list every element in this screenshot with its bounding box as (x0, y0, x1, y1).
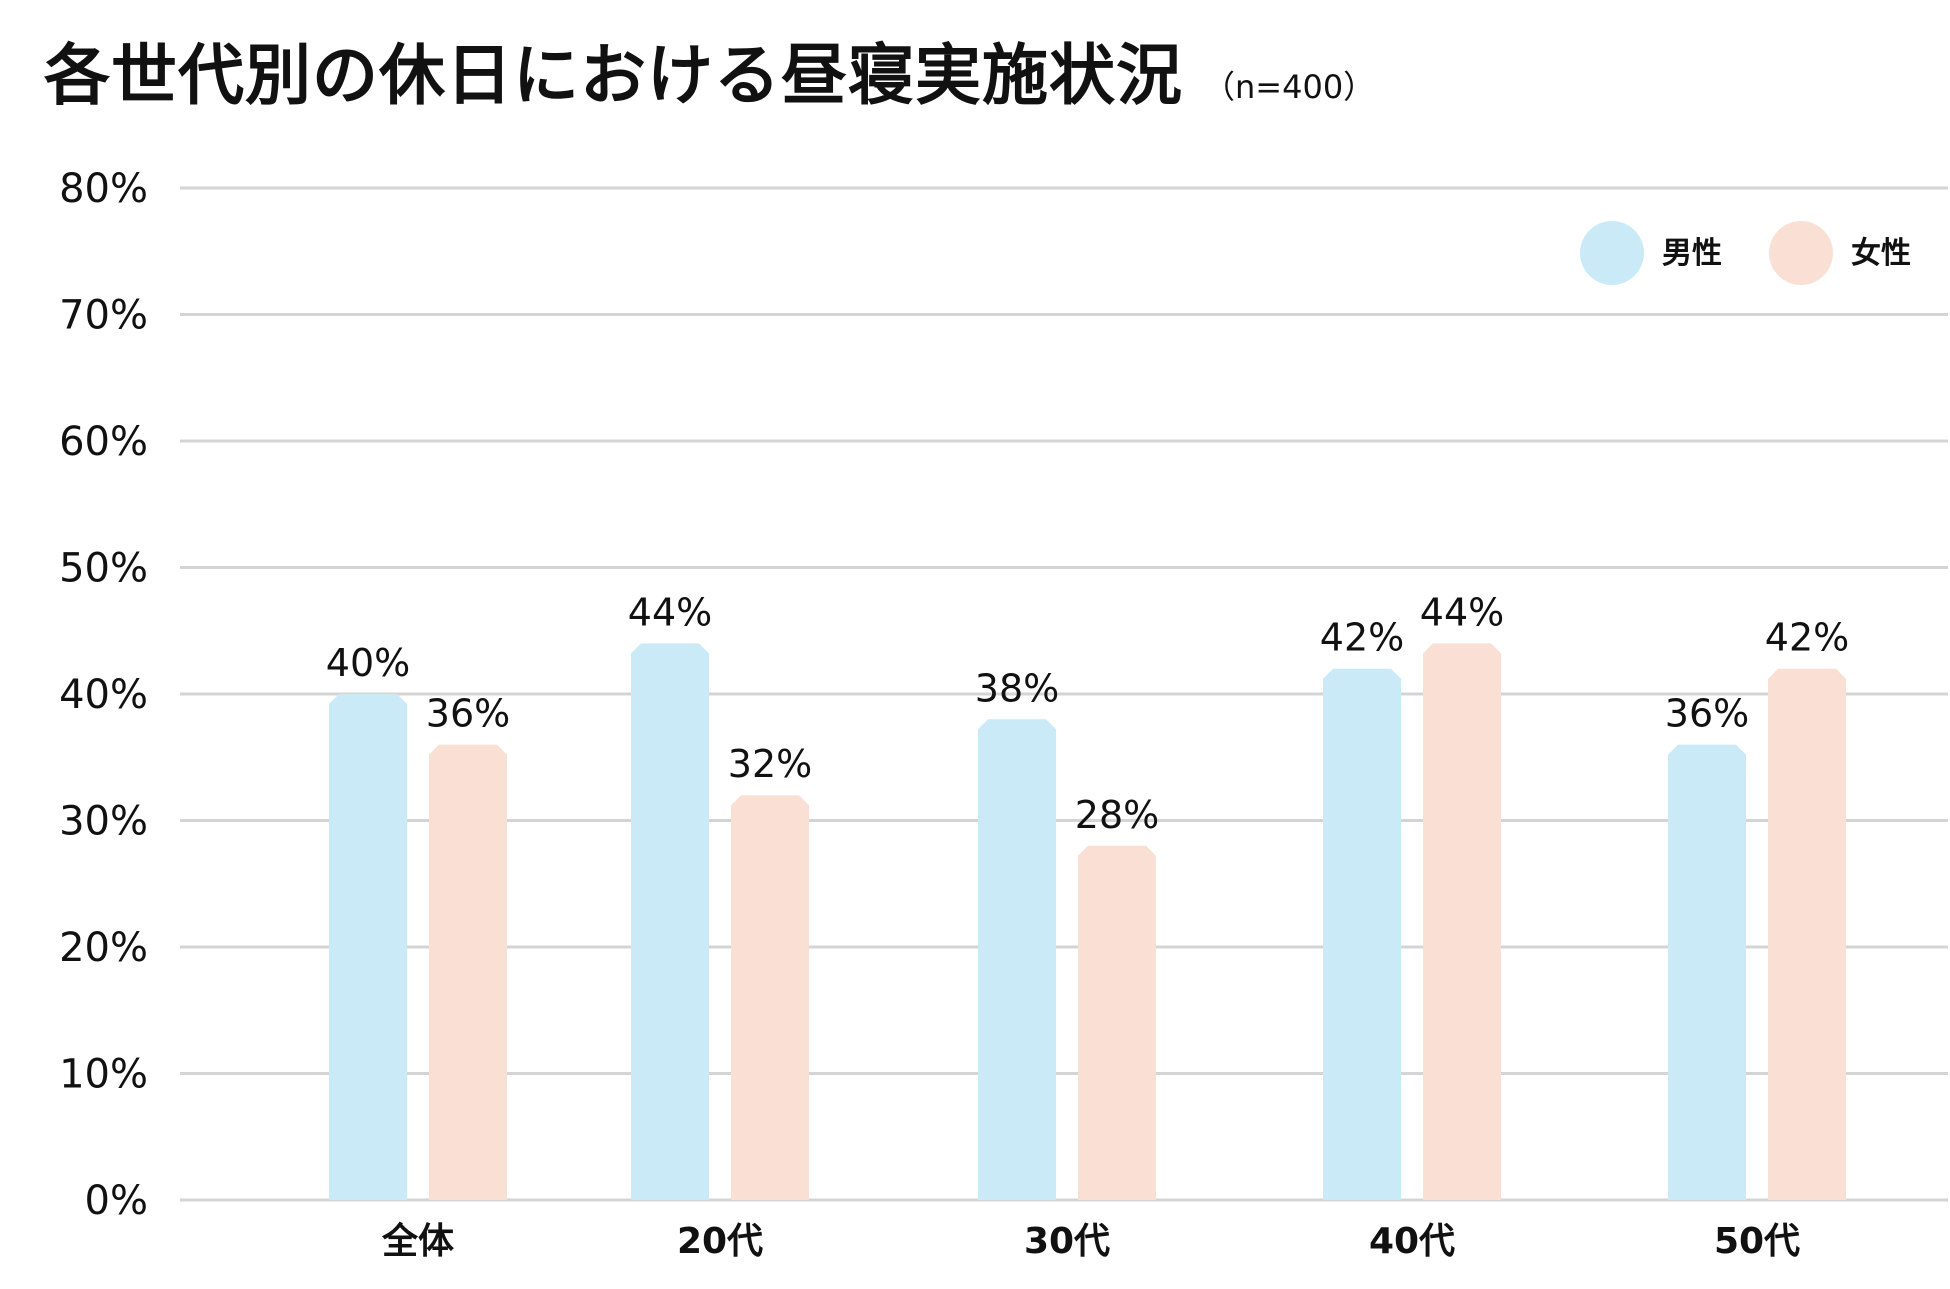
y-tick-label: 60% (59, 419, 148, 465)
x-category-label: 50代 (1714, 1221, 1800, 1262)
y-tick-label: 10% (59, 1052, 148, 1098)
y-tick-label: 30% (59, 799, 148, 845)
gridlines (180, 186, 1948, 1202)
data-label: 42% (1320, 616, 1404, 660)
x-category-label: 20代 (677, 1221, 763, 1262)
y-tick-label: 20% (59, 925, 148, 971)
legend-swatch (1769, 221, 1833, 285)
y-tick-label: 70% (59, 293, 148, 339)
data-label: 44% (1420, 590, 1504, 634)
y-axis: 0% 10% 20% 30% 40% 50% 60% 70% 80% (59, 166, 148, 1224)
legend-label: 女性 (1851, 236, 1911, 271)
bars: 40% 36% 44% 32% 38% 28% 42% 44% 36% 42% (326, 590, 1849, 1200)
bar-male (631, 643, 709, 1200)
data-label: 38% (975, 666, 1059, 710)
x-category-label: 30代 (1024, 1221, 1110, 1262)
title-sample-size: （n=400） (1203, 68, 1376, 106)
y-tick-label: 80% (59, 166, 148, 212)
x-category-label: 全体 (381, 1220, 454, 1262)
bar-female (1078, 845, 1156, 1200)
bar-male (1323, 668, 1401, 1200)
bar-female (429, 744, 507, 1200)
chart-title: 各世代別の休日における昼寝実施状況 （n=400） (44, 22, 1375, 118)
bar-male (1668, 744, 1746, 1200)
y-tick-label: 0% (85, 1178, 148, 1224)
legend: 男性 女性 (1580, 221, 1911, 285)
data-label: 36% (426, 692, 510, 736)
data-label: 28% (1075, 793, 1159, 837)
y-tick-label: 50% (59, 546, 148, 592)
bar-female (731, 795, 809, 1200)
y-tick-label: 40% (59, 672, 148, 718)
bar-male (978, 719, 1056, 1200)
data-label: 44% (628, 590, 712, 634)
bar-female (1768, 668, 1846, 1200)
title-main: 各世代別の休日における昼寝実施状況 (44, 37, 1183, 114)
legend-swatch (1580, 221, 1644, 285)
data-label: 36% (1665, 692, 1749, 736)
data-label: 32% (728, 742, 812, 786)
data-label: 42% (1765, 616, 1849, 660)
bar-male (329, 694, 407, 1200)
x-axis: 全体 20代 30代 40代 50代 (381, 1220, 1800, 1262)
data-label: 40% (326, 641, 410, 685)
legend-label: 男性 (1662, 236, 1722, 271)
bar-female (1423, 643, 1501, 1200)
x-category-label: 40代 (1369, 1221, 1455, 1262)
